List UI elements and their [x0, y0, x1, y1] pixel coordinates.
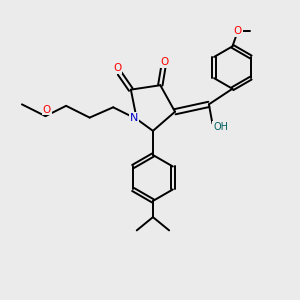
Text: O: O	[113, 63, 122, 73]
Text: O: O	[160, 57, 169, 67]
Text: O: O	[234, 26, 242, 36]
Text: OH: OH	[213, 122, 228, 132]
Text: O: O	[43, 105, 51, 115]
Text: N: N	[130, 112, 138, 123]
